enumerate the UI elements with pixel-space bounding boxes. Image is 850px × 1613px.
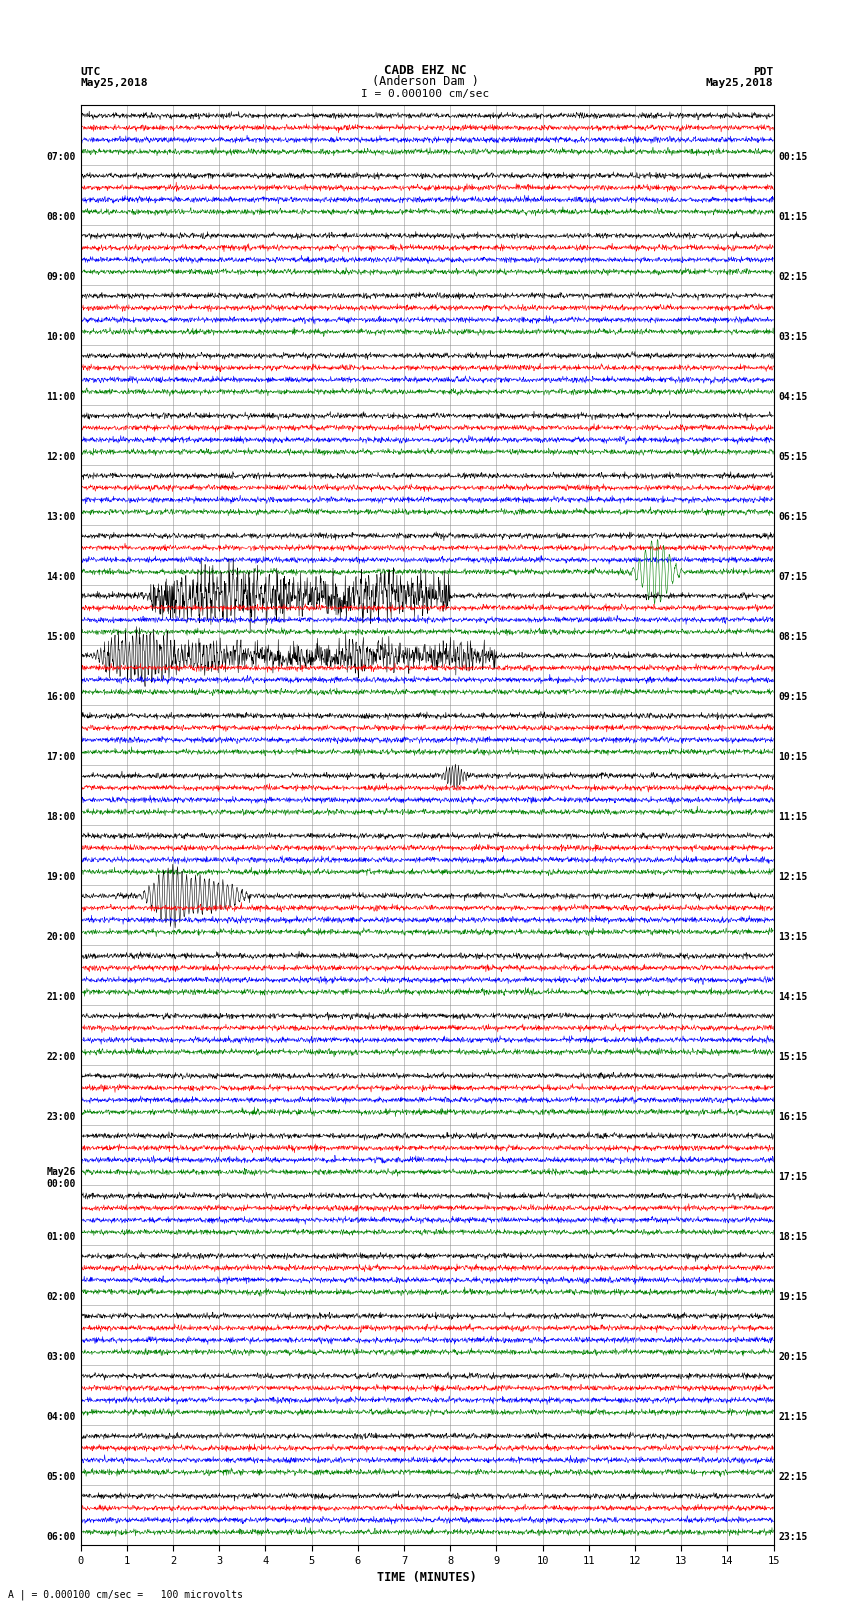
- Text: May25,2018: May25,2018: [81, 77, 148, 87]
- Text: PDT: PDT: [753, 66, 774, 77]
- X-axis label: TIME (MINUTES): TIME (MINUTES): [377, 1571, 477, 1584]
- Text: CADB EHZ NC: CADB EHZ NC: [383, 63, 467, 77]
- Text: UTC: UTC: [81, 66, 101, 77]
- Text: (Anderson Dam ): (Anderson Dam ): [371, 74, 479, 87]
- Text: A | = 0.000100 cm/sec =   100 microvolts: A | = 0.000100 cm/sec = 100 microvolts: [8, 1589, 243, 1600]
- Text: I = 0.000100 cm/sec: I = 0.000100 cm/sec: [361, 89, 489, 100]
- Text: May25,2018: May25,2018: [706, 77, 774, 87]
